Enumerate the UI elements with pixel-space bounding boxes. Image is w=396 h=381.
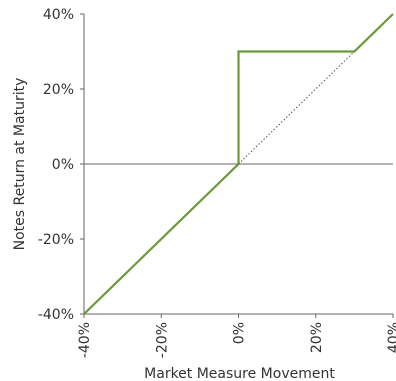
y-axis-title: Notes Return at Maturity [12, 78, 28, 251]
x-tick-label: -40% [77, 322, 93, 358]
y-tick-labels: -40% -20% 0% 20% 40% [38, 7, 74, 323]
x-tick-labels: -40% -20% 0% 20% 40% [77, 322, 396, 358]
x-axis-title: Market Measure Movement [144, 366, 335, 381]
series-lines [83, 13, 394, 315]
y-tick-label: -40% [38, 307, 74, 323]
y-tick-label: 0% [52, 157, 74, 173]
y-tick-label: 40% [43, 7, 74, 23]
x-tick-label: 0% [232, 322, 248, 344]
y-tick-label: 20% [43, 82, 74, 98]
x-tick-label: 40% [386, 322, 396, 353]
payoff-line [83, 13, 394, 315]
reference-line [238, 51, 355, 165]
x-tick-label: 20% [309, 322, 325, 353]
y-tick-label: -20% [38, 232, 74, 248]
x-tick-label: -20% [154, 322, 170, 358]
